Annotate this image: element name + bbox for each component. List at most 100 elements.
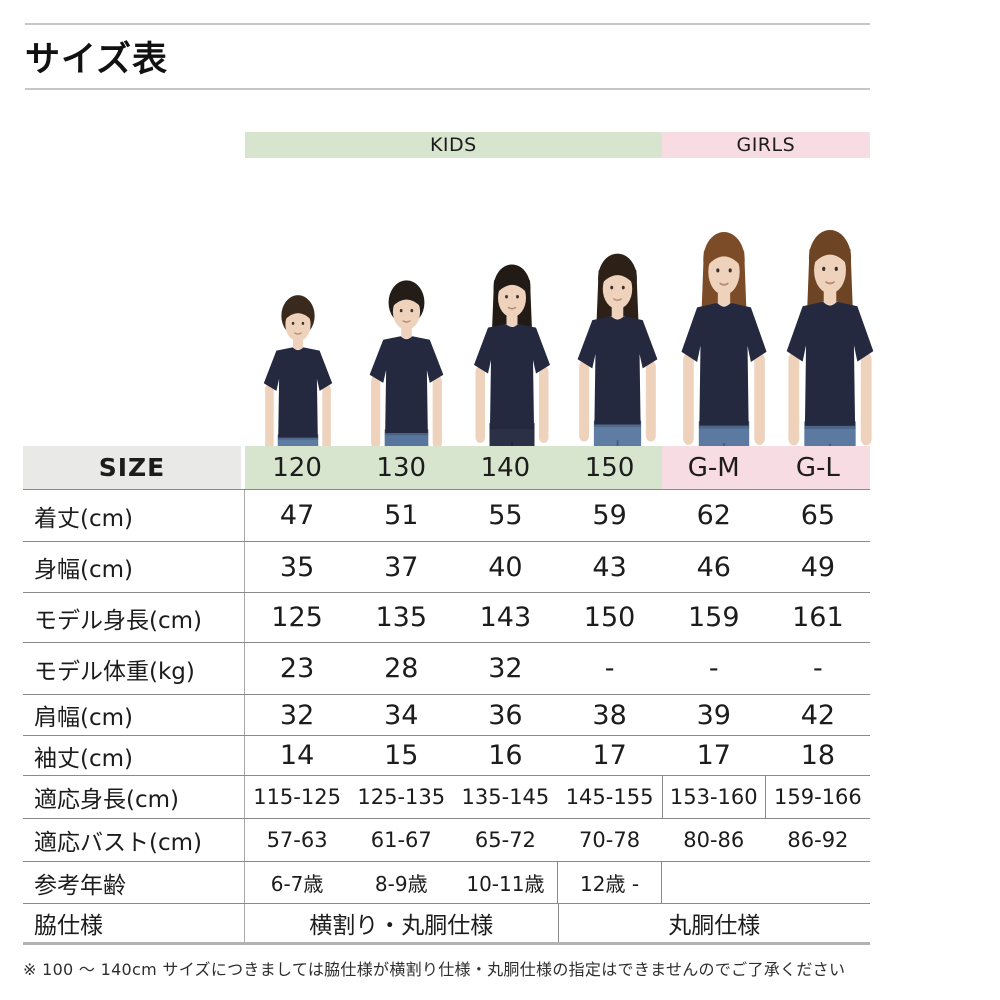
row-label: モデル身長(cm) xyxy=(23,593,245,642)
value-cell: 34 xyxy=(384,699,419,731)
value-cell: 159 xyxy=(687,602,740,633)
row-sleeve-length: 袖丈(cm) 14 15 16 17 17 18 xyxy=(23,736,870,776)
value-cell: 70-78 xyxy=(579,828,641,852)
value-cell: 51 xyxy=(384,500,419,531)
value-cell: 17 xyxy=(592,740,627,771)
value-cell: 135 xyxy=(375,602,428,633)
row-shoulder-width: 肩幅(cm) 32 34 36 38 39 42 xyxy=(23,695,870,736)
value-cell: 46 xyxy=(696,551,731,583)
value-cell: 42 xyxy=(800,699,836,731)
row-label: 肩幅(cm) xyxy=(23,695,245,735)
row-label: 身幅(cm) xyxy=(23,542,245,592)
kids-band-label: KIDS xyxy=(245,132,662,158)
value-cell: 28 xyxy=(384,653,419,684)
value-cell: 59 xyxy=(592,500,627,531)
value-cell: 62 xyxy=(696,500,731,531)
model-figure xyxy=(263,295,333,446)
value-cell: 125 xyxy=(271,602,323,633)
title-divider xyxy=(25,88,870,90)
model-photo-140 xyxy=(462,262,562,446)
row-label: 適応身長(cm) xyxy=(23,776,245,818)
row-label: モデル体重(kg) xyxy=(23,643,245,694)
value-cell: 35 xyxy=(279,551,315,583)
row-body-width: 身幅(cm) 35 37 40 43 46 49 xyxy=(23,542,870,593)
value-cell: 125-135 xyxy=(357,785,446,809)
row-label: 脇仕様 xyxy=(23,904,245,942)
value-cell: 47 xyxy=(279,500,315,531)
value-cell: 15 xyxy=(384,740,419,771)
row-label: 参考年齢 xyxy=(23,862,245,903)
model-figure xyxy=(681,231,767,446)
row-fit-bust: 適応バスト(cm) 57-63 61-67 65-72 70-78 80-86 … xyxy=(23,819,870,862)
value-cell: 80-86 xyxy=(683,828,745,852)
top-divider xyxy=(25,23,870,25)
value-cell: - xyxy=(604,653,615,684)
model-figure xyxy=(474,264,550,446)
value-cell: 61-67 xyxy=(370,828,432,852)
value-cell: - xyxy=(813,653,823,684)
value-cell: 38 xyxy=(592,699,627,731)
model-photo-150 xyxy=(565,251,670,446)
value-cell: 159-166 xyxy=(774,785,862,809)
page-title: サイズ表 xyxy=(25,40,168,80)
value-cell: 14 xyxy=(279,740,315,771)
value-cell: 32 xyxy=(279,699,315,731)
value-cell: 55 xyxy=(488,500,523,531)
row-fit-height: 適応身長(cm) 115-125 125-135 135-145 145-155… xyxy=(23,776,870,819)
value-cell: 36 xyxy=(488,699,523,731)
row-label: 適応バスト(cm) xyxy=(23,819,245,861)
value-cell: 150 xyxy=(583,602,636,633)
value-cell xyxy=(662,862,766,903)
value-cell: 145-155 xyxy=(565,785,654,809)
column-header-120: 120 xyxy=(245,446,350,489)
value-cell: 18 xyxy=(800,740,836,771)
side-spec-kids: 横割り・丸胴仕様 xyxy=(309,913,494,939)
row-reference-age: 参考年齢 6-7歳 8-9歳 10-11歳 12歳 - xyxy=(23,862,870,904)
value-cell: 6-7歳 xyxy=(270,872,324,896)
value-cell: 40 xyxy=(488,551,523,583)
model-photo-130 xyxy=(358,278,455,446)
footnote-text: ※ 100 ～ 140cm サイズにつきましては脇仕様が横割り仕様・丸胴仕様の指… xyxy=(23,960,846,979)
value-cell: - xyxy=(708,653,719,684)
column-header-140: 140 xyxy=(453,446,558,489)
model-photo-G-M xyxy=(668,229,780,446)
value-cell xyxy=(766,862,870,903)
value-cell: 16 xyxy=(488,740,523,771)
model-figure xyxy=(369,280,443,446)
value-cell: 10-11歳 xyxy=(466,872,545,896)
value-cell: 23 xyxy=(279,653,315,684)
column-header-150: 150 xyxy=(557,446,662,489)
value-cell: 161 xyxy=(792,602,844,633)
column-header-gm: G-M xyxy=(661,446,766,489)
value-cell: 143 xyxy=(479,602,532,633)
value-cell: 32 xyxy=(488,653,523,684)
row-body-length: 着丈(cm) 47 51 55 59 62 65 xyxy=(23,490,870,542)
value-cell: 153-160 xyxy=(661,776,766,818)
value-cell: 37 xyxy=(384,551,419,583)
value-cell: 115-125 xyxy=(253,785,341,809)
value-cell: 12歳 - xyxy=(557,862,662,903)
size-header-cell: SIZE xyxy=(23,446,245,489)
model-photo-G-L xyxy=(773,227,887,446)
value-cell: 65 xyxy=(800,500,836,531)
model-photo-120 xyxy=(253,293,343,446)
side-spec-girls: 丸胴仕様 xyxy=(557,904,871,942)
value-cell: 65-72 xyxy=(474,828,536,852)
value-cell: 57-63 xyxy=(266,828,328,852)
value-cell: 135-145 xyxy=(461,785,550,809)
column-header-gl: G-L xyxy=(765,446,870,489)
row-label: 着丈(cm) xyxy=(23,490,245,541)
row-model-height: モデル身長(cm) 125 135 143 150 159 161 xyxy=(23,593,870,643)
row-side-spec: 脇仕様 横割り・丸胴仕様 丸胴仕様 xyxy=(23,904,870,945)
row-model-weight: モデル体重(kg) 23 28 32 - - - xyxy=(23,643,870,695)
group-header-band: KIDS GIRLS xyxy=(245,132,870,158)
value-cell: 39 xyxy=(696,699,731,731)
value-cell: 17 xyxy=(696,740,731,771)
size-table: SIZE 120 130 140 150 G-M G-L 着丈(cm) 47 5… xyxy=(23,446,870,945)
girls-band-label: GIRLS xyxy=(661,132,870,158)
model-figure xyxy=(786,229,874,446)
value-cell: 43 xyxy=(592,551,627,583)
value-cell: 86-92 xyxy=(787,828,849,852)
model-figure xyxy=(577,253,657,446)
